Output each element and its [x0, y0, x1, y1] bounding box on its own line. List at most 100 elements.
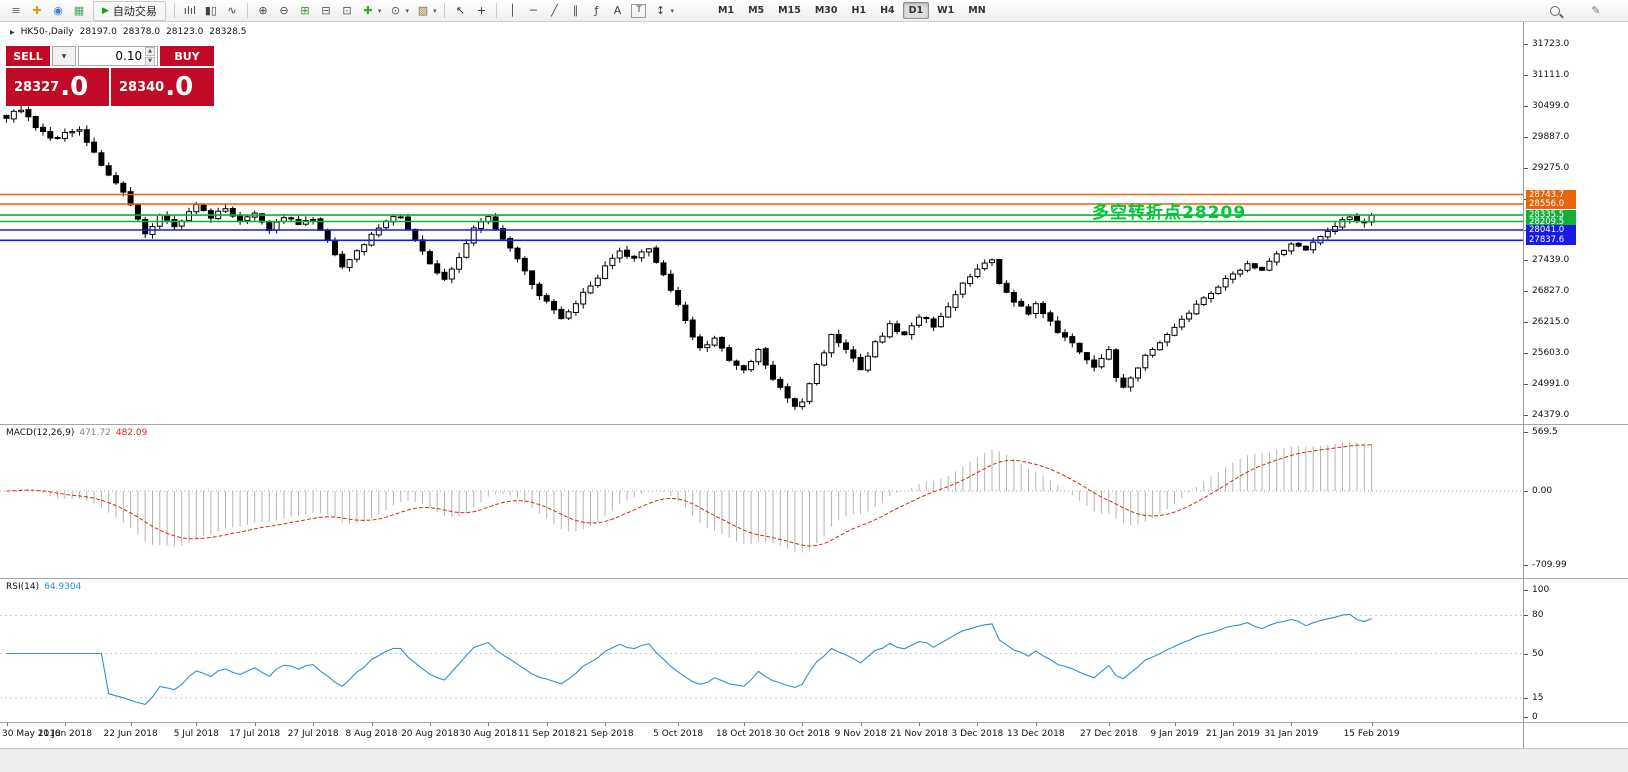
panel-separator[interactable]: [0, 424, 1628, 425]
macd-panel[interactable]: MACD(12,26,9) 471.72 482.09: [0, 424, 1523, 578]
play-icon: ▶: [102, 5, 109, 16]
tile-windows-icon[interactable]: ⊞: [300, 4, 310, 17]
timeframe-m30-button[interactable]: M30: [814, 5, 838, 16]
volume-spinner: ▲ ▼: [145, 46, 155, 66]
trendline-icon[interactable]: ╱: [551, 4, 558, 17]
volume-decrease-button[interactable]: ▼: [145, 56, 155, 66]
scale-tick: [1524, 353, 1528, 355]
arrange-vertical-icon[interactable]: ⊡: [342, 4, 352, 17]
time-tick: [743, 722, 745, 726]
scale-tick: [1524, 291, 1528, 293]
time-axis-label: 31 Jan 2019: [1264, 729, 1319, 739]
vertical-line-icon[interactable]: │: [509, 4, 516, 17]
buy-price-display[interactable]: 28340 .0: [111, 68, 214, 106]
periods-caret[interactable]: ▾: [405, 6, 409, 15]
bar-chart-icon[interactable]: ılıl: [183, 4, 197, 17]
time-axis[interactable]: 30 May 2018 11 Jun 2018 22 Jun 2018 5 Jul 2…: [0, 722, 1523, 748]
time-tick: [1035, 722, 1037, 726]
panel-separator[interactable]: [0, 578, 1628, 579]
sell-price-main: 28327: [14, 79, 60, 95]
time-tick: [488, 722, 490, 726]
price-scale[interactable]: 31723.031111.030499.029887.029275.028663…: [1523, 22, 1628, 748]
zoom-in-icon[interactable]: ⊕: [258, 4, 268, 17]
rsi-panel[interactable]: RSI(14) 64.9304: [0, 578, 1523, 722]
scale-tick: [1524, 136, 1528, 138]
indicators-caret[interactable]: ▾: [377, 6, 382, 15]
time-tick: [919, 722, 920, 726]
time-axis-label: 5 Jul 2018: [173, 729, 219, 739]
panel-separator: [0, 722, 1628, 723]
timeframe-toolbar: M1 M5 M15 M30 H1 H4 D1 W1 MN: [711, 2, 993, 19]
toolbar: ≡ ✚ ◉ ▦ ▶ 自动交易 ılıl ▮▯ ∿ ⊕ ⊖ ⊞ ⊟ ⊡ ✚ ▾ ⊙ ▾ ▨ ▾ ↖ + │ ─ ╱ ∥ ƒ A T ↕ ▾ M…: [0, 0, 1628, 22]
price-line-label: 28041.0: [1526, 225, 1576, 235]
macd-scale-label: 0.00: [1532, 486, 1553, 496]
edit-icon[interactable]: ✎: [1591, 4, 1601, 17]
new-order-icon[interactable]: ✚: [32, 4, 42, 17]
macd-indicator-label: MACD(12,26,9) 471.72 482.09: [6, 428, 147, 438]
scale-tick: [1524, 384, 1528, 386]
navigator-icon[interactable]: ▦: [73, 4, 85, 17]
time-tick: [130, 722, 132, 726]
time-tick: [254, 722, 256, 726]
search-icon[interactable]: [1550, 5, 1560, 16]
price-scale-label: 27439.0: [1532, 255, 1570, 266]
price-line-label: 27837.6: [1526, 235, 1576, 246]
arrange-horizontal-icon[interactable]: ⊟: [321, 4, 331, 17]
timeframe-h1-button[interactable]: H1: [851, 5, 867, 16]
macd-main-value: 471.72: [79, 428, 111, 438]
horizontal-line-icon[interactable]: ─: [530, 4, 537, 17]
fibonacci-icon[interactable]: ƒ: [594, 4, 599, 17]
buy-price-main: 28340: [119, 79, 165, 95]
rsi-scale-label: 50: [1532, 648, 1544, 659]
sell-button[interactable]: SELL: [6, 46, 50, 66]
crosshair-icon[interactable]: +: [476, 4, 487, 17]
timeframe-mn-button[interactable]: MN: [968, 5, 986, 16]
scale-tick: [1524, 105, 1528, 107]
autotrading-button[interactable]: ▶ 自动交易: [93, 0, 166, 21]
price-chart-panel[interactable]: ▶ HK50-,Daily 28197.0 28378.0 28123.0 28…: [0, 22, 1523, 424]
timeframe-m15-button[interactable]: M15: [778, 5, 801, 16]
line-chart-icon[interactable]: ∿: [227, 4, 237, 17]
arrows-icon[interactable]: ↕: [655, 4, 666, 17]
time-axis-label: 30 Aug 2018: [459, 729, 518, 739]
indicators-icon[interactable]: ✚: [363, 4, 373, 17]
market-watch-icon[interactable]: ◉: [53, 4, 63, 17]
scale-tick: [1524, 74, 1528, 76]
timeframe-h4-button[interactable]: H4: [880, 5, 895, 16]
timeframe-m1-button[interactable]: M1: [717, 5, 735, 16]
periods-icon[interactable]: ⊙: [390, 4, 401, 17]
rsi-value: 64.9304: [44, 582, 82, 592]
candlestick-chart-icon[interactable]: ▮▯: [204, 4, 217, 17]
text-label-icon[interactable]: T: [631, 3, 647, 18]
text-icon[interactable]: A: [613, 4, 622, 17]
volume-increase-button[interactable]: ▲: [145, 46, 155, 56]
timeframe-w1-button[interactable]: W1: [937, 5, 955, 16]
time-axis-label: 17 Jul 2018: [229, 729, 281, 739]
zoom-out-icon[interactable]: ⊖: [279, 4, 289, 17]
buy-button[interactable]: BUY: [160, 46, 214, 66]
scale-tick: [1524, 44, 1528, 45]
time-tick: [429, 722, 431, 726]
templates-icon[interactable]: ▨: [417, 4, 429, 17]
time-axis-label: 20 Aug 2018: [401, 729, 459, 739]
sell-price-display[interactable]: 28327 .0: [6, 68, 109, 106]
candlestick-chart[interactable]: [0, 22, 1523, 424]
order-type-dropdown[interactable]: ▼: [52, 46, 76, 66]
chart-annotation: 多空转折点28209: [1092, 203, 1247, 223]
buy-price-frac: .0: [165, 72, 194, 102]
menu-icon[interactable]: ≡: [11, 4, 21, 17]
ohlc-close: 28328.5: [209, 27, 247, 37]
templates-caret[interactable]: ▾: [432, 6, 437, 15]
arrows-caret[interactable]: ▾: [670, 6, 674, 15]
scale-tick: [1524, 615, 1528, 617]
volume-field[interactable]: 0.10 ▲ ▼: [78, 46, 158, 66]
rsi-chart[interactable]: [0, 578, 1523, 722]
timeframe-d1-button[interactable]: D1: [902, 2, 930, 19]
toolbar-separator: [173, 3, 175, 18]
channel-icon[interactable]: ∥: [572, 4, 579, 17]
time-axis-label: 3 Dec 2018: [951, 729, 1004, 739]
cursor-icon[interactable]: ↖: [455, 4, 466, 17]
macd-chart[interactable]: [0, 424, 1523, 578]
timeframe-m5-button[interactable]: M5: [748, 5, 765, 16]
